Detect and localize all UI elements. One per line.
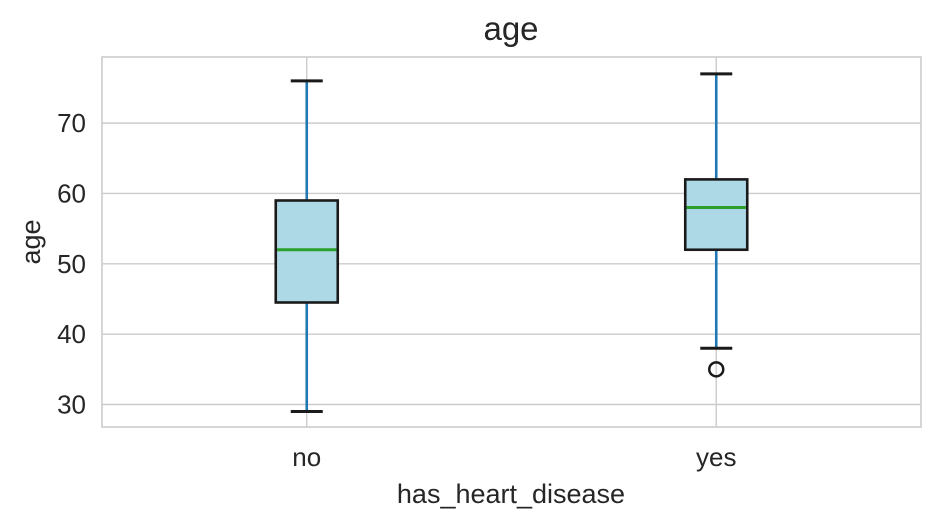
box-group-no bbox=[274, 79, 340, 414]
x-tick-labels: no yes bbox=[292, 442, 736, 472]
y-tick-label-60: 60 bbox=[57, 179, 86, 209]
chart-title: age bbox=[483, 10, 538, 47]
outlier-point bbox=[708, 361, 725, 378]
y-tick-label-30: 30 bbox=[57, 390, 86, 420]
box-rect bbox=[274, 199, 340, 304]
x-axis-label: has_heart_disease bbox=[397, 479, 625, 509]
y-tick-label-40: 40 bbox=[57, 319, 86, 349]
y-tick-labels: 30 40 50 60 70 bbox=[57, 108, 86, 419]
y-tick-label-70: 70 bbox=[57, 108, 86, 138]
box-series bbox=[274, 72, 749, 414]
box-rect bbox=[683, 178, 749, 252]
x-category-label-yes: yes bbox=[696, 442, 736, 472]
gridlines bbox=[102, 57, 921, 427]
box-group-yes bbox=[683, 72, 749, 378]
y-axis-label: age bbox=[16, 219, 46, 264]
x-category-label-no: no bbox=[292, 442, 321, 472]
plot-border bbox=[101, 56, 922, 428]
y-tick-label-50: 50 bbox=[57, 249, 86, 279]
